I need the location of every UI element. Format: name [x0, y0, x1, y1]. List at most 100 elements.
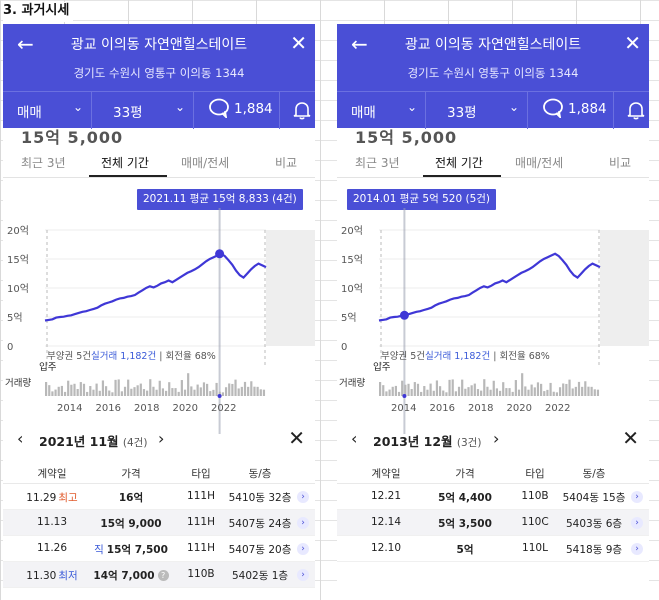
close-icon[interactable]: ✕ — [622, 426, 639, 450]
chevron-right-icon[interactable]: › — [297, 569, 309, 581]
volume-bar — [139, 383, 142, 396]
volume-bar — [480, 390, 483, 396]
chevron-right-icon[interactable]: › — [631, 543, 643, 555]
table-row[interactable]: 12.21 5억 4,400 110B 5404동 15층 › — [337, 484, 649, 510]
area-select[interactable]: 33평 — [447, 105, 477, 121]
chevron-down-icon[interactable]: ⌄ — [509, 100, 520, 114]
tab-sale-jeonse[interactable]: 매매/전세 — [181, 156, 230, 170]
tab-all-period[interactable]: 전체 기간 — [435, 156, 483, 170]
volume-bar — [63, 391, 67, 396]
tab-compare[interactable]: 비교 — [609, 156, 632, 170]
chevron-right-icon[interactable]: › — [297, 491, 309, 503]
x-tick-label: 2014 — [391, 403, 416, 414]
volume-bar — [492, 380, 495, 396]
table-row[interactable]: 12.14 5억 3,500 110C 5403동 6층 › — [337, 510, 649, 536]
cursor-line — [403, 208, 406, 434]
volume-bar — [571, 388, 574, 396]
comment-bubble-icon[interactable] — [542, 98, 564, 118]
volume-bar — [177, 391, 180, 396]
volume-bar — [206, 383, 209, 396]
close-icon[interactable]: ✕ — [288, 426, 305, 450]
date-text: 11.30 — [26, 570, 57, 582]
bell-icon[interactable] — [627, 100, 645, 120]
tab-recent-3y[interactable]: 최근 3년 — [21, 156, 66, 170]
deal-type-select[interactable]: 매매 — [17, 105, 42, 121]
comment-count[interactable]: 1,884 — [234, 101, 273, 117]
volume-bar — [73, 383, 76, 396]
volume-bar — [187, 373, 190, 396]
volume-bar — [577, 381, 581, 396]
tab-sale-jeonse[interactable]: 매매/전세 — [515, 156, 564, 170]
move-in-label: 입주 — [39, 361, 57, 373]
question-icon[interactable]: ? — [157, 570, 169, 581]
volume-bar — [218, 391, 221, 396]
volume-bar — [259, 389, 262, 396]
volume-bar — [221, 392, 224, 396]
row-date: 12.10 — [370, 542, 402, 554]
volume-bar — [253, 386, 256, 396]
volume-bar — [432, 390, 435, 396]
row-type: 111H — [187, 542, 215, 554]
volume-bar — [514, 380, 517, 396]
chevron-left-icon[interactable]: ‹ — [351, 429, 358, 448]
price-line — [378, 252, 601, 322]
tab-all-period[interactable]: 전체 기간 — [101, 156, 149, 170]
move-in-label: 입주 — [373, 361, 391, 373]
row-type: 111H — [187, 490, 215, 502]
volume-bar — [60, 385, 63, 396]
volume-bar — [48, 385, 51, 396]
volume-bar — [401, 380, 404, 396]
chevron-down-icon[interactable]: ⌄ — [175, 100, 186, 114]
volume-bar — [262, 389, 266, 396]
volume-bar — [146, 390, 149, 396]
month-text: 2013년 12월 — [373, 434, 453, 449]
table-row[interactable]: 12.10 5억 110L 5418동 9층 › — [337, 536, 649, 562]
row-floor: 5407동 20층 — [228, 544, 292, 556]
chevron-right-icon[interactable]: › — [631, 491, 643, 503]
table-row[interactable]: 11.13 15억 9,000 111H 5407동 24층 › — [3, 510, 315, 536]
chevron-down-icon[interactable]: ⌄ — [73, 100, 84, 114]
chevron-right-icon[interactable]: › — [158, 429, 165, 448]
comment-count[interactable]: 1,884 — [568, 101, 607, 117]
presale-count: 부양권 5건 — [47, 350, 91, 362]
comment-bubble-icon[interactable] — [208, 98, 230, 118]
volume-bar — [407, 383, 410, 396]
chevron-right-icon[interactable]: › — [631, 517, 643, 529]
direct-deal-tag: 직 — [94, 544, 104, 556]
area-select[interactable]: 33평 — [113, 105, 143, 121]
table-row[interactable]: 11.26 직 15억 7,500 111H 5407동 20층 › — [3, 536, 315, 562]
close-icon[interactable]: ✕ — [624, 31, 641, 55]
cursor-line — [218, 208, 221, 434]
chevron-right-icon[interactable]: › — [297, 517, 309, 529]
presale-count: 부양권 5건 — [381, 350, 425, 362]
table-row[interactable]: 11.30 최저 14억 7,000? 110B 5402동 1층 › — [3, 562, 315, 588]
tab-compare[interactable]: 비교 — [275, 156, 298, 170]
price-history-panel-left: ← 광교 이의동 자연앤힐스테이트 ✕ 경기도 수원시 영통구 이의동 1344… — [3, 24, 315, 600]
back-arrow-icon[interactable]: ← — [351, 32, 368, 56]
y-tick-label: 10억 — [341, 283, 363, 295]
volume-bar — [193, 389, 196, 396]
volume-bar — [517, 389, 521, 396]
volume-bar — [546, 389, 549, 396]
volume-bar — [540, 383, 543, 396]
table-row[interactable]: 11.29 최고 16억 111H 5410동 32층 › — [3, 484, 315, 510]
volume-bar — [45, 382, 48, 396]
tab-recent-3y[interactable]: 최근 3년 — [355, 156, 400, 170]
month-navigator: ‹ 2021년 11월 (4건) › ✕ — [3, 426, 315, 453]
chevron-left-icon[interactable]: ‹ — [17, 429, 24, 448]
chevron-down-icon[interactable]: ⌄ — [407, 100, 418, 114]
volume-bar — [394, 385, 397, 396]
complex-title: 광교 이의동 자연앤힐스테이트 — [70, 37, 248, 53]
bell-icon[interactable] — [293, 100, 311, 120]
volume-bar — [101, 380, 105, 396]
chevron-right-icon[interactable]: › — [493, 429, 500, 448]
deal-type-select[interactable]: 매매 — [351, 105, 376, 121]
row-price: 15억 9,000 — [100, 518, 162, 530]
close-icon[interactable]: ✕ — [290, 31, 307, 55]
row-type: 110B — [187, 568, 215, 580]
y-tick-label: 5억 — [7, 312, 23, 324]
chevron-right-icon[interactable]: › — [297, 543, 309, 555]
back-arrow-icon[interactable]: ← — [17, 32, 34, 56]
